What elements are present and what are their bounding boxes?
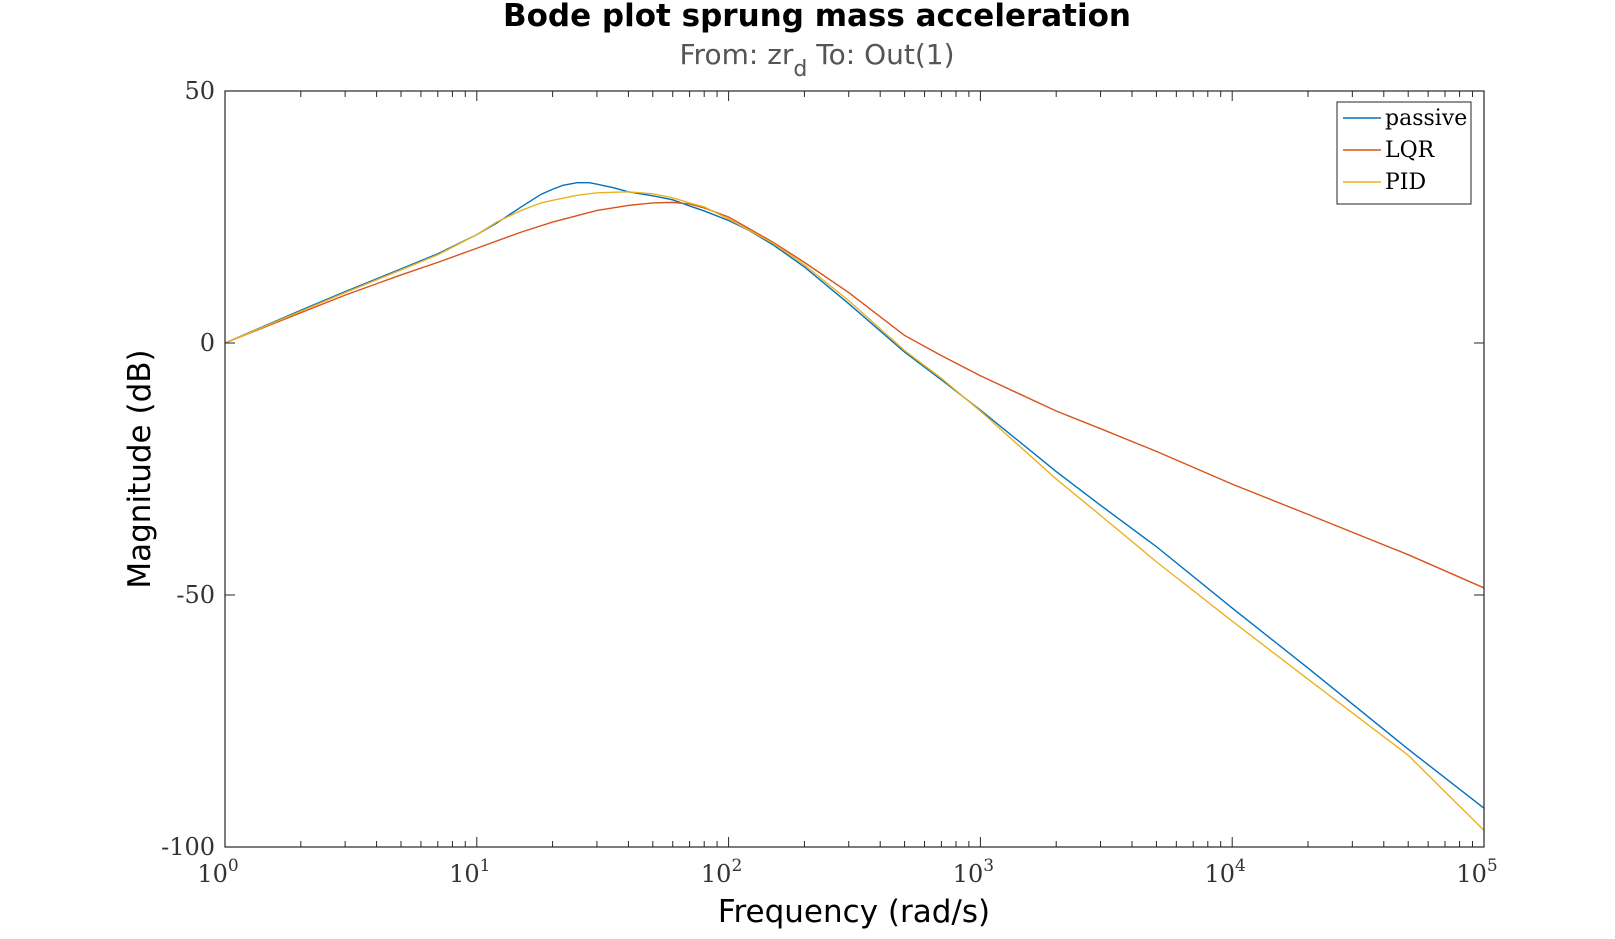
y-axis-label: Magnitude (dB): [122, 349, 158, 588]
plot-area: [225, 91, 1484, 847]
y-tick-label: -100: [161, 833, 215, 861]
legend-label-lqr: LQR: [1385, 138, 1436, 163]
chart-title: Bode plot sprung mass acceleration: [503, 0, 1131, 34]
subtitle-subscript: d: [793, 57, 807, 82]
x-tick-label: 105: [1456, 856, 1497, 888]
x-tick-label: 102: [701, 856, 742, 888]
axes-border: [224, 90, 1485, 848]
series-layer: [224, 182, 1485, 831]
x-tick-labels: 100 101 102 103 104 105: [197, 856, 1497, 888]
y-tick-labels: 50 0 -50 -100: [161, 77, 215, 861]
x-axis-label: Frequency (rad/s): [718, 894, 990, 930]
legend: passive LQR PID: [1336, 101, 1472, 205]
subtitle-prefix: From: zr: [679, 38, 793, 71]
x-tick-label: 101: [449, 856, 490, 888]
legend-label-pid: PID: [1385, 170, 1426, 195]
x-tick-label: 103: [953, 856, 994, 888]
series-line-pid: [224, 191, 1485, 831]
x-tick-label: 100: [197, 856, 238, 888]
legend-label-passive: passive: [1385, 106, 1467, 131]
subtitle-suffix: To: Out(1): [807, 38, 954, 71]
y-tick-label: 0: [200, 329, 215, 357]
chart-subtitle: From: zrd To: Out(1): [679, 38, 954, 82]
y-tick-label: 50: [184, 77, 215, 105]
y-tick-label: -50: [176, 581, 215, 609]
legend-box: [1336, 101, 1472, 205]
x-tick-label: 104: [1205, 856, 1246, 888]
